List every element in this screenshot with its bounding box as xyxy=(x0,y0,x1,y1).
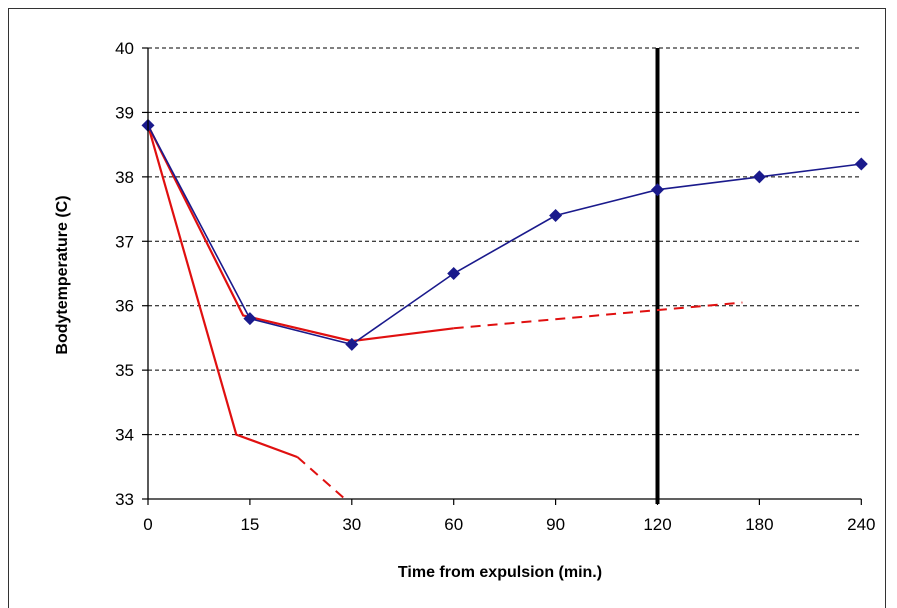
x-tick-label: 180 xyxy=(745,515,773,534)
chart-frame xyxy=(8,8,886,608)
y-tick-label: 34 xyxy=(115,426,134,445)
data-point-30 xyxy=(345,337,359,351)
gridlines xyxy=(148,47,862,436)
y-tick-label: 39 xyxy=(115,103,134,122)
data-point-90 xyxy=(549,209,563,223)
axes xyxy=(142,47,862,505)
data-point-15 xyxy=(243,312,257,326)
series-line xyxy=(147,124,862,346)
x-tick-label: 30 xyxy=(342,515,361,534)
curves xyxy=(146,124,743,500)
y-tick-label: 37 xyxy=(115,232,134,251)
y-axis-title: Bodytemperature (C) xyxy=(54,195,71,354)
x-axis-title: Time from expulsion (min.) xyxy=(398,564,602,581)
x-tick-label: 90 xyxy=(546,515,565,534)
red-curve-2-dashed xyxy=(296,456,346,500)
data-point-120 xyxy=(651,183,664,197)
y-tick-label: 35 xyxy=(115,361,134,380)
series xyxy=(141,118,868,351)
data-point-240 xyxy=(854,157,868,171)
x-tick-label: 240 xyxy=(847,515,875,534)
data-point-180 xyxy=(752,170,766,184)
x-tick-label: 15 xyxy=(240,515,259,534)
y-tick-label: 40 xyxy=(115,39,134,58)
red-curve-1-solid xyxy=(147,124,454,343)
data-point-60 xyxy=(447,267,461,280)
x-tick-label: 0 xyxy=(143,515,152,534)
x-tick-label: 60 xyxy=(444,515,463,534)
red-curve-1-dashed xyxy=(453,301,743,330)
y-tick-label: 38 xyxy=(115,168,134,187)
red-curve-2-solid xyxy=(146,124,298,459)
y-tick-label: 36 xyxy=(115,297,134,316)
tick-labels: 33 34 35 36 37 38 39 40 0 15 30 60 90 120 180 240 xyxy=(115,39,875,534)
x-tick-label: 120 xyxy=(643,515,671,534)
y-tick-label: 33 xyxy=(115,490,134,509)
